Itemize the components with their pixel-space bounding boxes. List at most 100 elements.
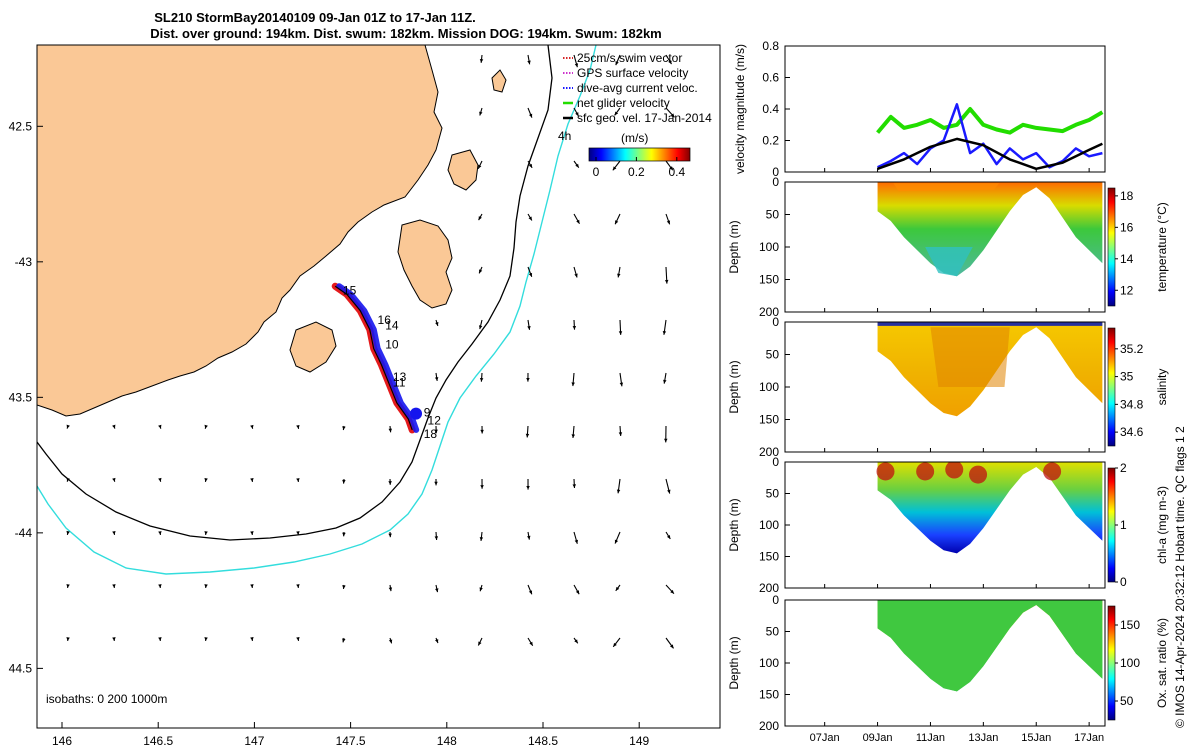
colorbar-label: chl-a (mg m-3) — [1155, 486, 1169, 564]
colorbar-label: temperature (°C) — [1155, 202, 1169, 292]
velocity-series-line — [878, 104, 1103, 167]
panel-ytick: 100 — [759, 240, 779, 254]
map-lat-tick: 43.5 — [9, 390, 33, 404]
panel-ytick: 100 — [759, 656, 779, 670]
colorbar-label: Ox. sat. ratio (%) — [1155, 618, 1169, 708]
colorbar-tick: 35.2 — [1120, 342, 1144, 356]
legend-label: 25cm/s swim vector — [577, 51, 682, 65]
colorbar-tick: 14 — [1120, 252, 1134, 266]
map-lon-tick: 147.5 — [336, 734, 366, 748]
velocity-series-line — [878, 109, 1103, 133]
chl-high-patch — [916, 462, 934, 480]
date-tick: 07Jan — [810, 732, 840, 744]
speed-colorbar — [589, 148, 690, 161]
date-tick: 15Jan — [1021, 732, 1051, 744]
panel-ytick: 0 — [772, 315, 779, 329]
panel-ylabel: Depth (m) — [727, 498, 741, 551]
temp-warm-patch — [893, 183, 999, 191]
colorbar-tick: 0 — [593, 165, 600, 179]
panel-ytick: 100 — [759, 518, 779, 532]
panel-ylabel: Depth (m) — [727, 220, 741, 273]
panel-ytick: 0.2 — [762, 134, 779, 148]
colorbar-tick: 0.2 — [628, 165, 645, 179]
legend-label: GPS surface velocity — [577, 66, 688, 80]
track-day-label: 15 — [343, 283, 357, 297]
colorbar-tick: 35 — [1120, 370, 1134, 384]
panel-ytick: 0.8 — [762, 39, 779, 53]
map-lon-tick: 148.5 — [528, 734, 558, 748]
isobath-note: isobaths: 0 200 1000m — [46, 692, 167, 706]
map-lon-tick: 147 — [244, 734, 264, 748]
sal-fresh-surface — [878, 322, 1103, 326]
panel-ytick: 150 — [759, 688, 779, 702]
map-lat-tick: 44.5 — [9, 661, 33, 675]
track-end-marker — [410, 408, 422, 420]
colorbar-tick: 150 — [1120, 618, 1140, 632]
panel-ytick: 0 — [772, 455, 779, 469]
colorbar-tick: 50 — [1120, 694, 1134, 708]
panel-ytick: 0.6 — [762, 71, 779, 85]
colorbar-tick: 18 — [1120, 189, 1134, 203]
heatmap-section — [878, 462, 1103, 553]
panel-ylabel: Depth (m) — [727, 360, 741, 413]
date-tick: 09Jan — [863, 732, 893, 744]
legend-extra-4h: 4h — [558, 129, 571, 143]
date-tick: 17Jan — [1074, 732, 1104, 744]
panel-colorbar — [1108, 188, 1115, 306]
panel-ylabel: velocity magnitude (m/s) — [733, 44, 747, 174]
colorbar-tick: 100 — [1120, 656, 1140, 670]
map-lat-tick: 42.5 — [9, 119, 33, 133]
profile-heatmap — [878, 600, 1103, 691]
panel-ytick: 0 — [772, 175, 779, 189]
oxygen-section — [878, 600, 1103, 691]
track-day-label: 10 — [385, 338, 399, 352]
panel-ytick: 50 — [766, 348, 780, 362]
colorbar-tick: 34.8 — [1120, 397, 1144, 411]
map-lon-tick: 146 — [52, 734, 72, 748]
panel-colorbar — [1108, 328, 1115, 446]
map-lat-tick: -44 — [15, 526, 33, 540]
colorbar-tick: 0.4 — [668, 165, 685, 179]
footer-credit: © IMOS 14-Apr-2024 20:32:12 Hobart time.… — [1173, 426, 1187, 728]
profile-heatmap — [876, 461, 1102, 554]
colorbar-tick: 34.6 — [1120, 425, 1144, 439]
figure-title-line1: SL210 StormBay20140109 09-Jan 01Z to 17-… — [154, 10, 476, 25]
map-lon-tick: 148 — [437, 734, 457, 748]
panel-ytick: 50 — [766, 208, 780, 222]
track-day-label: 14 — [385, 319, 399, 333]
figure-title-line2: Dist. over ground: 194km. Dist. swum: 18… — [150, 26, 662, 41]
date-tick: 11Jan — [916, 732, 945, 744]
chl-high-patch — [876, 462, 894, 480]
chl-high-patch — [945, 461, 963, 479]
panel-colorbar — [1108, 468, 1115, 582]
colorbar-tick: 12 — [1120, 283, 1134, 297]
legend-label: net glider velocity — [577, 96, 670, 110]
track-day-label: 12 — [428, 413, 442, 427]
track-day-label: 11 — [393, 376, 406, 390]
chl-high-patch — [1043, 462, 1061, 480]
profile-heatmap — [878, 182, 1103, 276]
panel-colorbar — [1108, 606, 1115, 720]
profile-heatmap — [878, 322, 1103, 416]
colorbar-tick: 0 — [1120, 575, 1127, 589]
panel-ytick: 150 — [759, 273, 779, 287]
panel-ytick: 50 — [766, 487, 780, 501]
colorbar-tick: 1 — [1120, 518, 1127, 532]
map-lat-tick: -43 — [15, 255, 33, 269]
legend-label: dive-avg current veloc. — [577, 81, 698, 95]
panel-ytick: 50 — [766, 625, 780, 639]
panel-ytick: 150 — [759, 550, 779, 564]
panel-ytick: 0 — [772, 593, 779, 607]
panel-ytick: 200 — [759, 719, 779, 733]
colorbar-title: (m/s) — [621, 131, 648, 145]
colorbar-tick: 16 — [1120, 220, 1134, 234]
panel-ytick: 0.4 — [762, 102, 779, 116]
colorbar-label: salinity — [1155, 369, 1169, 406]
sal-high-patch — [930, 327, 1009, 387]
map-lon-tick: 149 — [629, 734, 649, 748]
legend-label: sfc geo. vel. 17-Jan-2014 — [577, 111, 712, 125]
colorbar-tick: 2 — [1120, 461, 1127, 475]
panel-frame — [785, 46, 1105, 172]
